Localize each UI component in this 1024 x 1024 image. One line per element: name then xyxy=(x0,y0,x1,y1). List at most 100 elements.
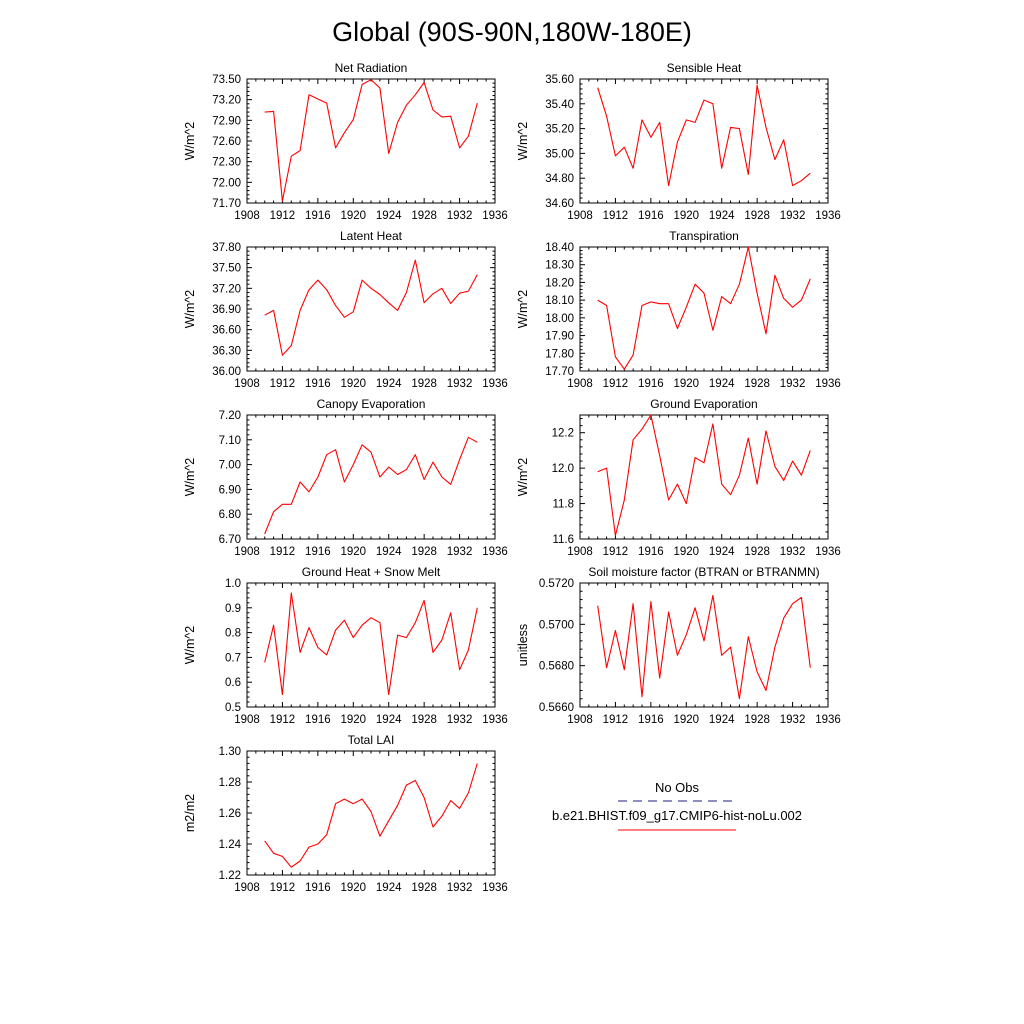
y-tick-label: 0.9 xyxy=(225,603,241,615)
x-tick-label: 1936 xyxy=(482,546,508,558)
x-tick-label: 1932 xyxy=(447,714,473,726)
series-line-total-lai xyxy=(264,763,478,868)
panel-title: Net Radiation xyxy=(335,61,408,75)
x-tick-label: 1916 xyxy=(305,378,331,390)
figure-title: Global (90S-90N,180W-180E) xyxy=(332,17,692,47)
series-line-ground-evaporation xyxy=(597,414,811,537)
y-tick-label: 17.70 xyxy=(545,366,574,378)
y-tick-label: 34.60 xyxy=(545,198,574,210)
x-tick-label: 1936 xyxy=(482,378,508,390)
x-tick-label: 1932 xyxy=(780,210,806,222)
x-tick-label: 1908 xyxy=(234,210,260,222)
y-axis-label: W/m^2 xyxy=(183,290,197,329)
y-tick-label: 18.40 xyxy=(545,242,574,254)
y-tick-label: 72.30 xyxy=(212,157,241,169)
panel-title: Total LAI xyxy=(348,733,395,747)
x-tick-label: 1916 xyxy=(305,714,331,726)
legend: No Obs b.e21.BHIST.f09_g17.CMIP6-hist-no… xyxy=(552,780,802,831)
y-tick-label: 36.30 xyxy=(212,345,241,357)
panel-title: Ground Heat + Snow Melt xyxy=(302,565,441,579)
x-tick-label: 1932 xyxy=(447,378,473,390)
x-tick-label: 1920 xyxy=(340,378,366,390)
y-axis-label: W/m^2 xyxy=(183,458,197,497)
y-tick-label: 72.60 xyxy=(212,136,241,148)
y-tick-label: 1.24 xyxy=(219,839,242,851)
series-line-latent-heat xyxy=(264,259,478,356)
x-tick-label: 1936 xyxy=(815,378,841,390)
y-tick-label: 72.90 xyxy=(212,115,241,127)
y-tick-label: 6.90 xyxy=(219,484,241,496)
x-tick-label: 1928 xyxy=(411,546,437,558)
x-tick-label: 1924 xyxy=(376,882,402,894)
panel-latent-heat: Latent Heat 1908 1912 1916 1920 1924 1928 1932 1… xyxy=(183,229,508,390)
y-tick-label: 36.90 xyxy=(212,304,241,316)
x-tick-label: 1924 xyxy=(376,378,402,390)
x-tick-label: 1916 xyxy=(638,714,664,726)
x-tick-label: 1932 xyxy=(780,714,806,726)
y-tick-label: 36.60 xyxy=(212,325,241,337)
y-tick-label: 1.26 xyxy=(219,808,241,820)
panel-total-lai: Total LAI 1908 1912 1916 1920 1924 1928 1932 193… xyxy=(183,733,508,894)
panel-soil-moisture-factor-btran-or-btranmn: Soil moisture factor (BTRAN or BTRANMN) 1… xyxy=(516,565,841,726)
x-tick-label: 1916 xyxy=(305,882,331,894)
x-tick-label: 1932 xyxy=(447,882,473,894)
x-tick-label: 1908 xyxy=(234,546,260,558)
x-tick-label: 1920 xyxy=(673,714,699,726)
y-axis-label: W/m^2 xyxy=(183,626,197,665)
y-tick-label: 34.80 xyxy=(545,173,574,185)
y-tick-label: 37.80 xyxy=(212,242,241,254)
x-tick-label: 1924 xyxy=(376,546,402,558)
x-tick-label: 1936 xyxy=(815,546,841,558)
x-tick-label: 1928 xyxy=(744,378,770,390)
x-tick-label: 1928 xyxy=(411,210,437,222)
legend-obs-label: No Obs xyxy=(655,780,700,795)
panel-ground-evaporation: Ground Evaporation 1908 1912 1916 1920 1924 19… xyxy=(516,397,841,558)
x-tick-label: 1920 xyxy=(340,882,366,894)
y-tick-label: 35.60 xyxy=(545,74,574,86)
y-tick-label: 0.7 xyxy=(225,652,241,664)
y-tick-label: 36.00 xyxy=(212,366,241,378)
y-tick-label: 0.8 xyxy=(225,628,241,640)
x-tick-label: 1912 xyxy=(270,546,296,558)
y-axis-label: m2/m2 xyxy=(183,794,197,832)
x-tick-label: 1936 xyxy=(815,210,841,222)
x-tick-label: 1928 xyxy=(411,714,437,726)
legend-model-label: b.e21.BHIST.f09_g17.CMIP6-hist-noLu.002 xyxy=(552,808,802,823)
x-tick-label: 1920 xyxy=(340,714,366,726)
x-tick-label: 1908 xyxy=(567,546,593,558)
y-tick-label: 37.20 xyxy=(212,283,241,295)
y-tick-label: 72.00 xyxy=(212,177,241,189)
x-tick-label: 1920 xyxy=(673,378,699,390)
x-tick-label: 1912 xyxy=(270,378,296,390)
y-tick-label: 17.80 xyxy=(545,348,574,360)
x-tick-label: 1924 xyxy=(709,378,735,390)
x-tick-label: 1916 xyxy=(638,378,664,390)
series-line-canopy-evaporation xyxy=(264,436,478,535)
panel-title: Sensible Heat xyxy=(667,61,742,75)
y-tick-label: 0.5720 xyxy=(539,578,574,590)
x-tick-label: 1916 xyxy=(305,546,331,558)
y-tick-label: 18.10 xyxy=(545,295,574,307)
x-tick-label: 1912 xyxy=(270,210,296,222)
x-tick-label: 1920 xyxy=(340,546,366,558)
y-tick-label: 0.5680 xyxy=(539,661,574,673)
x-tick-label: 1928 xyxy=(744,210,770,222)
y-tick-label: 12.2 xyxy=(552,428,574,440)
panel-canopy-evaporation: Canopy Evaporation 1908 1912 1916 1920 1924 19… xyxy=(183,397,508,558)
y-tick-label: 1.0 xyxy=(225,578,241,590)
y-tick-label: 12.0 xyxy=(552,463,574,475)
x-tick-label: 1916 xyxy=(638,546,664,558)
y-tick-label: 18.30 xyxy=(545,260,574,272)
panel-title: Soil moisture factor (BTRAN or BTRANMN) xyxy=(588,565,819,579)
x-tick-label: 1920 xyxy=(673,210,699,222)
y-tick-label: 1.22 xyxy=(219,870,241,882)
series-line-transpiration xyxy=(597,246,811,370)
y-axis-label: W/m^2 xyxy=(516,290,530,329)
panel-title: Ground Evaporation xyxy=(650,397,757,411)
x-tick-label: 1920 xyxy=(673,546,699,558)
series-line-soil-moisture-factor-btran-or-btranmn xyxy=(597,594,811,700)
x-tick-label: 1928 xyxy=(744,714,770,726)
y-tick-label: 35.00 xyxy=(545,148,574,160)
